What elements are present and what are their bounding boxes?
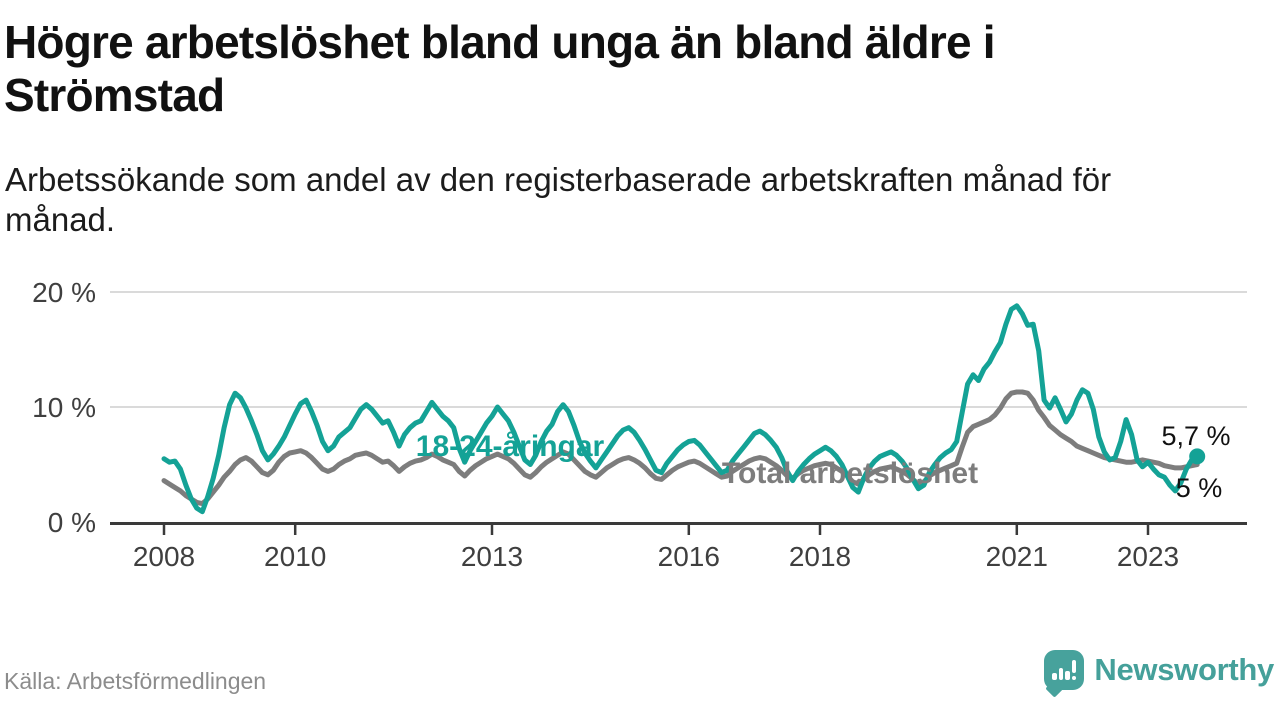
- series-line-youth: [161, 303, 1200, 515]
- newsworthy-logo-icon: [1044, 650, 1085, 690]
- x-tick-label: 2021: [986, 541, 1048, 572]
- end-value-label: 5 %: [1176, 473, 1223, 503]
- x-tick-label: 2016: [658, 541, 720, 572]
- series-label: 18-24-åringar: [416, 430, 605, 463]
- newsworthy-logo[interactable]: Newsworthy: [1044, 650, 1274, 690]
- series-end-dot: [1189, 448, 1206, 465]
- logo-exclamation-icon: [1071, 660, 1077, 673]
- x-tick-label: 2018: [789, 541, 851, 572]
- page-title: Högre arbetslöshet bland unga än bland ä…: [4, 16, 996, 122]
- logo-bar-icon: [1052, 673, 1057, 680]
- y-tick-label: 20 %: [32, 277, 96, 308]
- series-line-total: [161, 389, 1200, 507]
- logo-bar-icon: [1065, 671, 1070, 680]
- x-tick-label: 2008: [133, 541, 195, 572]
- newsworthy-wordmark: Newsworthy: [1094, 652, 1274, 687]
- y-tick-label: 10 %: [32, 392, 96, 423]
- line-chart: 2008 2010 2013 2016 2018 2021 2023 0 % 10 % 20 % T…: [0, 262, 1280, 592]
- end-value-label: 5,7 %: [1161, 421, 1230, 451]
- x-tick-label: 2023: [1117, 541, 1179, 572]
- x-tick-label: 2013: [461, 541, 523, 572]
- line-chart-canvas: 2008 2010 2013 2016 2018 2021 2023 0 % 10 % 20 % T…: [32, 277, 1247, 572]
- logo-exclamation-dot-icon: [1071, 675, 1077, 680]
- source-note: Källa: Arbetsförmedlingen: [4, 668, 267, 694]
- x-tick-label: 2010: [264, 541, 326, 572]
- logo-bar-icon: [1058, 668, 1064, 680]
- chart-subtitle: Arbetssökande som andel av den registerb…: [5, 161, 1112, 239]
- series-label: Total arbetslöshet: [722, 457, 978, 490]
- y-tick-label: 0 %: [48, 507, 96, 538]
